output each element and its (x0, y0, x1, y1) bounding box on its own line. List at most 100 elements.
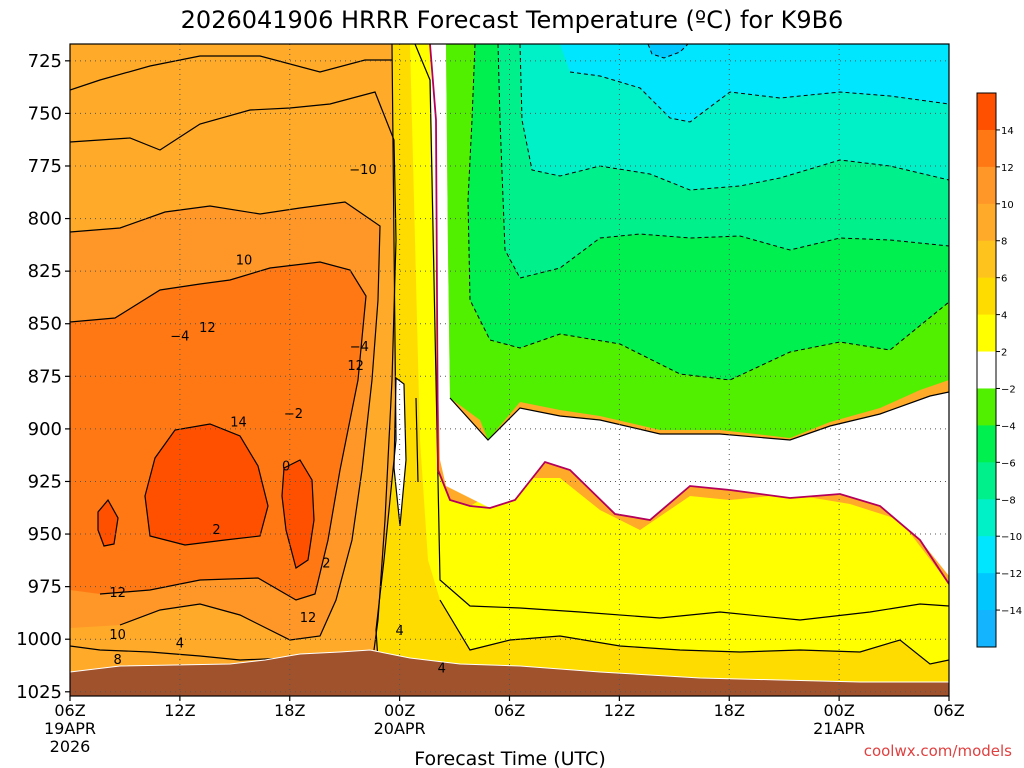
contour-label: −4 (170, 329, 189, 344)
contour-line (467, 44, 949, 381)
colorbar-label: 8 (1001, 237, 1007, 248)
x-tick-label: 12Z (604, 701, 635, 720)
x-tick-year: 2026 (50, 737, 91, 756)
temperature-field (70, 44, 949, 696)
colorbar-swatch (977, 166, 996, 205)
contour-label: 4 (438, 662, 446, 677)
y-tick-label: 725 (28, 51, 62, 72)
x-tick-label: 18Z (274, 701, 305, 720)
colorbar-swatch (977, 425, 996, 463)
contour-label: −4 (350, 340, 369, 355)
colorbar-label: −8 (1001, 495, 1016, 506)
y-axis-ticks: 725 750 775 800 825 850 875 900 925 950 975 1000 102… (16, 51, 70, 703)
contour-line (70, 201, 381, 641)
colorbar-label: 6 (1001, 274, 1007, 285)
colorbar-swatch (977, 462, 996, 500)
colorbar-label: −12 (1001, 569, 1022, 580)
colorbar-label: −2 (1001, 384, 1016, 395)
y-tick-label: 950 (28, 524, 62, 545)
contour-label: −2 (284, 407, 303, 422)
x-tick-label: 12Z (164, 701, 195, 720)
contour-lines-dashed (467, 44, 949, 381)
x-tick-label: 06Z (494, 701, 525, 720)
contour-label: −10 (349, 163, 376, 178)
colorbar-swatch (977, 129, 996, 168)
colorbar-swatch (977, 314, 996, 353)
x-tick-label: 18Z (714, 701, 745, 720)
colorbar-swatch (977, 388, 996, 426)
x-tick-label: 06Z (54, 701, 85, 720)
colorbar-label: 14 (1001, 126, 1014, 137)
region-minus12c (560, 44, 949, 122)
contour-label: 4 (176, 636, 184, 651)
colorbar-frame (976, 92, 997, 648)
y-tick-label: 1025 (16, 682, 62, 703)
y-tick-label: 975 (28, 577, 62, 598)
colorbar-swatch (977, 351, 996, 389)
contour-label: 10 (236, 254, 253, 269)
contour-line (375, 44, 397, 691)
x-tick-label: 06Z (933, 701, 964, 720)
colorbar-label: −10 (1001, 532, 1022, 543)
contour-label: 14 (230, 416, 247, 431)
contour-line (647, 44, 689, 59)
region-0c (410, 44, 949, 664)
contour-label: 12 (109, 586, 126, 601)
y-tick-label: 1000 (16, 629, 62, 650)
y-tick-label: 925 (28, 471, 62, 492)
contour-label: 4 (395, 624, 403, 639)
region-minus14c (648, 44, 688, 58)
colorbar-label: −6 (1001, 458, 1016, 469)
contour-label: 0 (282, 460, 290, 475)
colorbar-swatch (977, 610, 996, 648)
colorbar-label: −14 (1001, 606, 1022, 617)
contour-line (569, 71, 949, 123)
contour-line (439, 599, 949, 665)
colorbar-swatch (977, 277, 996, 316)
y-tick-label: 850 (28, 314, 62, 335)
contour-line (519, 44, 949, 191)
region-freezing (394, 44, 949, 576)
y-tick-label: 750 (28, 103, 62, 124)
contour-label: 10 (109, 628, 126, 643)
contour-label: 8 (113, 653, 121, 668)
grid-lines (70, 44, 949, 696)
colorbar-swatch (977, 536, 996, 574)
contour-line (70, 91, 397, 651)
colorbar-label: 12 (1001, 163, 1014, 174)
contour-line (70, 261, 367, 601)
y-tick-label: 825 (28, 261, 62, 282)
contour-line (97, 423, 315, 569)
contour-labels: 10 12 12 14 12 10 8 12 4 4 4 2 2 0 −2 −4 −4 −10 (109, 163, 446, 676)
colorbar-swatch (977, 573, 996, 611)
zero-degree-contour (429, 44, 949, 585)
colorbar-swatch (977, 499, 996, 537)
y-tick-label: 775 (28, 156, 62, 177)
contour-line (497, 44, 949, 279)
credit-text: coolwx.com/models (864, 742, 1012, 760)
colorbar: 14 12 10 8 6 4 2 −2 −4 −6 −8 −10 −12 −14 (976, 92, 1022, 648)
colorbar-swatch (977, 240, 996, 279)
colorbar-swatch (977, 93, 996, 131)
contour-label: 12 (347, 359, 364, 374)
colorbar-label: 4 (1001, 311, 1007, 322)
chart-title: 2026041906 HRRR Forecast Temperature (ºC… (181, 6, 844, 34)
contour-label: 12 (300, 611, 317, 626)
x-tick-date: 21APR (813, 719, 865, 738)
colorbar-label: 2 (1001, 348, 1007, 359)
contour-line (70, 55, 392, 91)
contour-line (393, 376, 419, 527)
x-tick-date: 20APR (374, 719, 426, 738)
colorbar-label: −4 (1001, 421, 1016, 432)
contour-label: 12 (199, 321, 216, 336)
x-tick-label: 00Z (823, 701, 854, 720)
region-14c (98, 424, 314, 568)
x-tick-label: 00Z (384, 701, 415, 720)
x-axis-label: Forecast Time (UTC) (414, 748, 605, 768)
colorbar-label: 10 (1001, 200, 1014, 211)
contour-line (414, 44, 949, 621)
contour-label: 2 (212, 523, 220, 538)
contour-label: 2 (322, 556, 330, 571)
contour-line (449, 391, 949, 441)
